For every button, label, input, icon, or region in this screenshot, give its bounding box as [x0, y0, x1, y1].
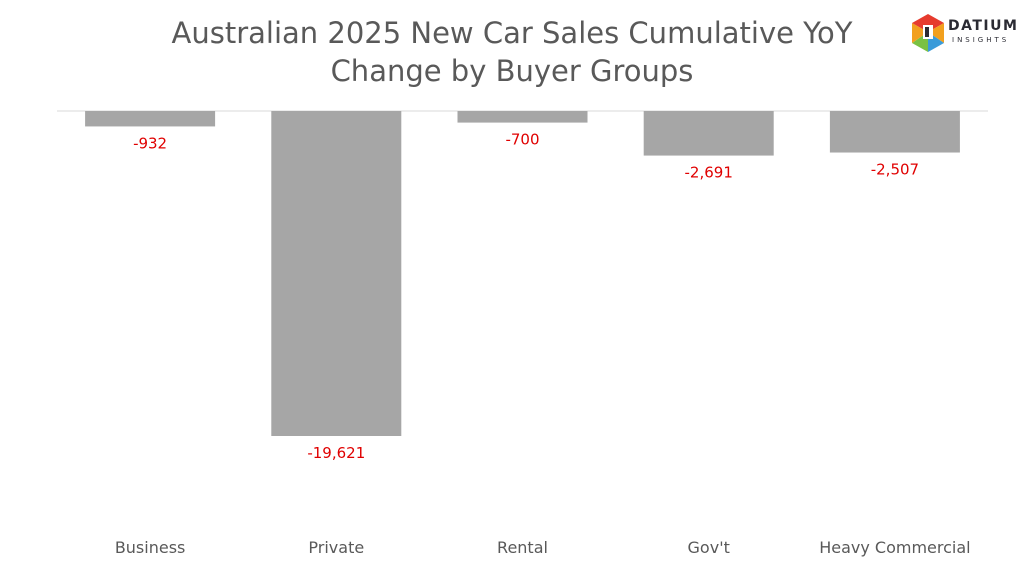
bar-0: [85, 111, 216, 127]
data-label-0: -932: [133, 134, 167, 152]
category-label-3: Gov't: [688, 538, 730, 557]
bar-3: [643, 111, 774, 156]
logo-subtitle: INSIGHTS: [952, 36, 1010, 44]
bar-2: [457, 111, 588, 123]
bar-1: [271, 111, 402, 436]
data-label-1: -19,621: [307, 444, 365, 462]
data-label-2: -700: [505, 131, 539, 149]
datium-logo-mark-icon: [912, 14, 944, 52]
chart-title-line-1: Australian 2025 New Car Sales Cumulative…: [171, 16, 853, 50]
category-label-2: Rental: [497, 538, 548, 557]
category-label-0: Business: [115, 538, 186, 557]
bar-4: [829, 111, 960, 153]
data-label-4: -2,507: [871, 161, 919, 179]
category-label-4: Heavy Commercial: [819, 538, 970, 557]
chart-title-line-2: Change by Buyer Groups: [330, 54, 694, 88]
datium-logo: DATIUM INSIGHTS: [910, 12, 1017, 54]
logo-wordmark: DATIUM: [948, 18, 1019, 34]
data-label-3: -2,691: [685, 164, 733, 182]
category-label-1: Private: [308, 538, 364, 557]
chart-title: Australian 2025 New Car Sales Cumulative…: [112, 14, 912, 90]
